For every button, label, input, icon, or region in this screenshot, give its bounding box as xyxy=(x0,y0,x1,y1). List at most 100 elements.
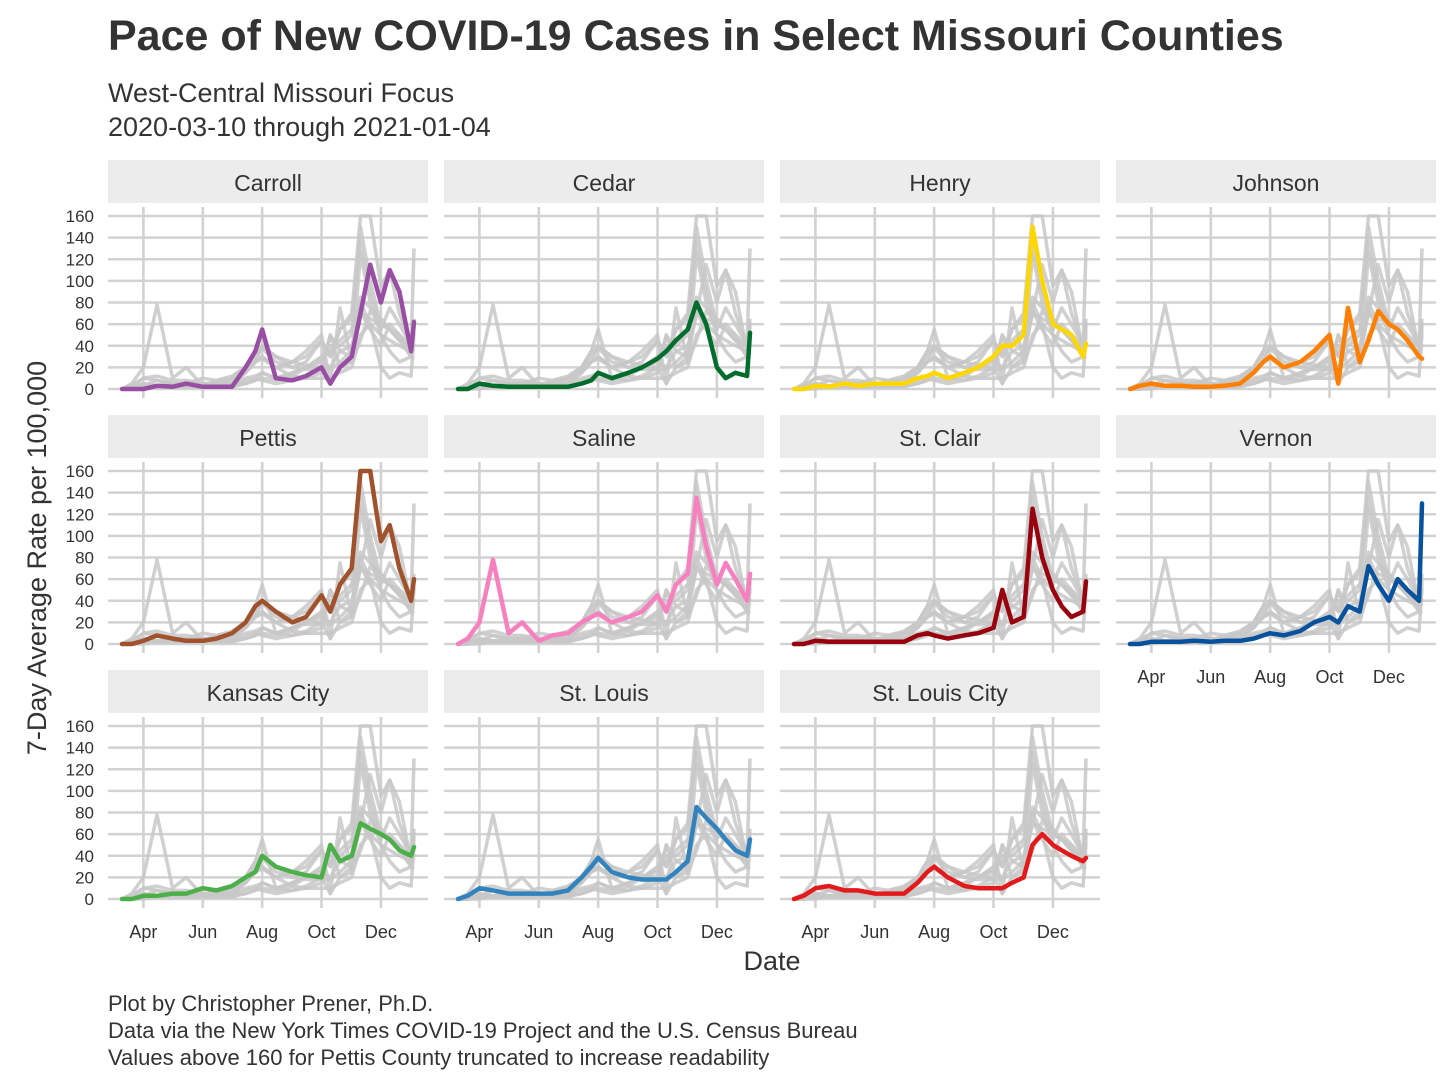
strip-background xyxy=(108,415,428,458)
panel-johnson: Johnson xyxy=(1116,160,1436,398)
background-line-st-louis-city xyxy=(457,577,752,646)
background-line-st-louis-city xyxy=(457,832,752,901)
y-tick-label: 120 xyxy=(66,760,94,779)
series-line-cedar xyxy=(455,300,753,392)
background-line-st-louis-city xyxy=(1129,322,1424,391)
strip-background xyxy=(108,160,428,203)
strip-label: Kansas City xyxy=(207,680,330,706)
panel-vernon: Vernon Apr Jun Aug Oct Dec xyxy=(1116,415,1436,687)
x-tick-label: Jun xyxy=(188,922,217,942)
x-tick-label: Dec xyxy=(1037,922,1069,942)
strip-label: Henry xyxy=(909,170,971,196)
panel-cedar: Cedar xyxy=(444,160,764,398)
caption-line-1: Plot by Christopher Prener, Ph.D. xyxy=(108,991,434,1016)
strip-label: Johnson xyxy=(1233,170,1320,196)
x-tick-label: Oct xyxy=(980,922,1008,942)
background-line-vernon xyxy=(458,758,752,901)
series-line-st-clair xyxy=(791,506,1089,647)
y-tick-label: 140 xyxy=(66,484,94,503)
series-line-carroll xyxy=(119,262,417,392)
y-tick-label: 0 xyxy=(85,635,94,654)
x-tick-label: Oct xyxy=(308,922,336,942)
strip-background xyxy=(444,670,764,713)
strip-label: Pettis xyxy=(239,425,297,451)
caption-line-3: Values above 160 for Pettis County trunc… xyxy=(108,1045,770,1070)
strip-background xyxy=(1116,415,1436,458)
panel-pettis: Pettis 0 20 40 60 80 100 120 140 160 xyxy=(66,415,428,654)
y-tick-label: 40 xyxy=(75,592,94,611)
chart-caption: Plot by Christopher Prener, Ph.D. Data v… xyxy=(108,990,858,1071)
x-tick-label: Jun xyxy=(1196,667,1225,687)
background-line-st-louis-city xyxy=(121,322,416,391)
panel-st-louis: St. Louis Apr Jun Aug Oct Dec xyxy=(444,670,764,942)
y-tick-label: 20 xyxy=(75,358,94,377)
y-tick-label: 80 xyxy=(75,549,94,568)
y-tick-label: 60 xyxy=(75,825,94,844)
background-line-st-louis xyxy=(121,295,416,391)
series-line-henry xyxy=(791,224,1089,392)
background-line-st-louis xyxy=(793,550,1088,646)
panel-saline: Saline xyxy=(444,415,764,653)
y-tick-label: 60 xyxy=(75,570,94,589)
x-tick-label: Apr xyxy=(129,922,157,942)
y-tick-label: 160 xyxy=(66,717,94,736)
chart-subtitle: West-Central Missouri Focus 2020-03-10 t… xyxy=(108,76,491,144)
strip-background xyxy=(444,160,764,203)
x-tick-label: Aug xyxy=(246,922,278,942)
x-tick-label: Aug xyxy=(582,922,614,942)
panel-carroll: Carroll 0 20 40 60 80 100 120 140 160 xyxy=(66,160,428,399)
strip-label: Saline xyxy=(572,425,636,451)
strip-background xyxy=(1116,160,1436,203)
background-line-vernon xyxy=(794,758,1088,901)
x-tick-label: Dec xyxy=(365,922,397,942)
strip-label: Carroll xyxy=(234,170,302,196)
background-line-vernon xyxy=(794,248,1088,391)
panel-kansas-city: Kansas City 0 20 40 60 80 100 120 140 160 Apr Jun Au… xyxy=(66,670,428,942)
series-line-kansas-city xyxy=(119,821,417,902)
x-tick-label: Jun xyxy=(524,922,553,942)
strip-label: St. Louis xyxy=(559,680,649,706)
series-line-st-louis-city xyxy=(791,831,1089,902)
x-tick-label: Aug xyxy=(1254,667,1286,687)
x-tick-label: Dec xyxy=(1373,667,1405,687)
y-tick-label: 140 xyxy=(66,739,94,758)
panel-st-louis-city: St. Louis City Apr Jun Aug Oct Dec xyxy=(780,670,1100,942)
y-tick-label: 40 xyxy=(75,337,94,356)
y-tick-label: 80 xyxy=(75,804,94,823)
x-tick-label: Dec xyxy=(701,922,733,942)
y-axis-title: 7-Day Average Rate per 100,000 xyxy=(22,361,52,755)
y-tick-label: 100 xyxy=(66,527,94,546)
strip-background xyxy=(108,670,428,713)
y-tick-label: 120 xyxy=(66,250,94,269)
strip-label: Cedar xyxy=(573,170,636,196)
y-tick-label: 40 xyxy=(75,847,94,866)
panel-henry: Henry xyxy=(780,160,1100,398)
strip-label: Vernon xyxy=(1240,425,1313,451)
y-tick-label: 60 xyxy=(75,315,94,334)
panel-st-clair: St. Clair xyxy=(780,415,1100,653)
background-line-st-louis-city xyxy=(121,832,416,901)
x-tick-label: Apr xyxy=(801,922,829,942)
strip-background xyxy=(780,415,1100,458)
y-tick-label: 20 xyxy=(75,868,94,887)
x-tick-label: Oct xyxy=(644,922,672,942)
y-tick-label: 100 xyxy=(66,272,94,291)
background-line-vernon xyxy=(122,758,416,901)
y-tick-label: 0 xyxy=(85,890,94,909)
y-tick-label: 80 xyxy=(75,294,94,313)
subtitle-line-2: 2020-03-10 through 2021-01-04 xyxy=(108,112,491,142)
background-line-vernon xyxy=(458,503,752,646)
strip-label: St. Clair xyxy=(899,425,981,451)
y-tick-label: 140 xyxy=(66,229,94,248)
background-line-vernon xyxy=(122,503,416,646)
chart-title: Pace of New COVID-19 Cases in Select Mis… xyxy=(108,12,1284,60)
background-line-st-louis xyxy=(793,805,1088,901)
background-line-st-louis xyxy=(457,295,752,391)
y-tick-label: 0 xyxy=(85,380,94,399)
x-tick-label: Aug xyxy=(918,922,950,942)
strip-background xyxy=(780,160,1100,203)
x-axis-title: Date xyxy=(743,946,800,976)
strip-label: St. Louis City xyxy=(872,680,1008,706)
y-tick-label: 100 xyxy=(66,782,94,801)
